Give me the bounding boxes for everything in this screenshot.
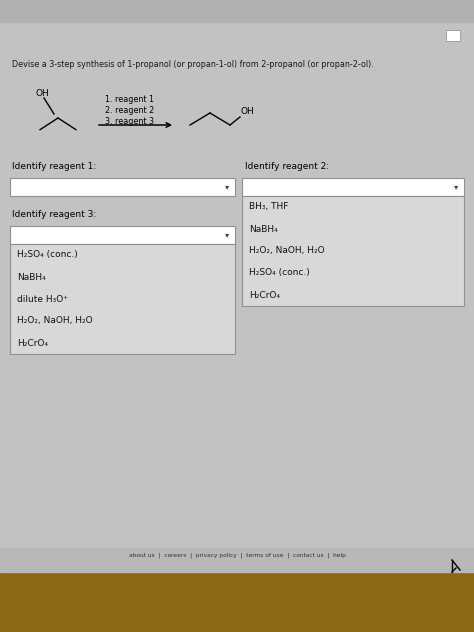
Bar — [0, 548, 474, 572]
Text: H₂O₂, NaOH, H₂O: H₂O₂, NaOH, H₂O — [249, 246, 325, 255]
Text: 2. reagent 2: 2. reagent 2 — [105, 106, 154, 115]
Text: Identify reagent 2:: Identify reagent 2: — [245, 162, 329, 171]
Text: H₂O₂, NaOH, H₂O: H₂O₂, NaOH, H₂O — [17, 317, 92, 325]
Text: H₂CrO₄: H₂CrO₄ — [17, 339, 48, 348]
Text: NaBH₄: NaBH₄ — [249, 224, 278, 233]
Bar — [10, 226, 235, 244]
Text: OH: OH — [241, 107, 255, 116]
Text: NaBH₄: NaBH₄ — [17, 272, 46, 281]
Bar — [242, 178, 464, 196]
Text: Identify reagent 1:: Identify reagent 1: — [12, 162, 96, 171]
Text: H₂SO₄ (conc.): H₂SO₄ (conc.) — [249, 269, 310, 277]
Bar — [10, 178, 235, 196]
Text: about us  |  careers  |  privacy policy  |  terms of use  |  contact us  |  help: about us | careers | privacy policy | te… — [128, 553, 346, 559]
Text: Devise a 3-step synthesis of 1-propanol (or propan-1-ol) from 2-propanol (or pro: Devise a 3-step synthesis of 1-propanol … — [12, 60, 374, 69]
Text: dilute H₃O⁺: dilute H₃O⁺ — [17, 295, 68, 303]
Text: 1. reagent 1: 1. reagent 1 — [105, 95, 154, 104]
Text: H₂CrO₄: H₂CrO₄ — [249, 291, 280, 300]
Text: Identify reagent 3:: Identify reagent 3: — [12, 210, 96, 219]
Text: OH: OH — [36, 88, 50, 97]
Text: 3. reagent 3: 3. reagent 3 — [105, 117, 154, 126]
Text: ▾: ▾ — [225, 183, 229, 191]
Bar — [446, 30, 460, 41]
Text: ▾: ▾ — [454, 183, 458, 191]
Bar — [10, 244, 235, 354]
Bar — [242, 196, 464, 306]
Text: ▾: ▾ — [225, 231, 229, 240]
Text: H₂SO₄ (conc.): H₂SO₄ (conc.) — [17, 250, 78, 260]
Bar — [0, 0, 474, 22]
Bar — [0, 570, 474, 632]
Text: BH₃, THF: BH₃, THF — [249, 202, 288, 212]
